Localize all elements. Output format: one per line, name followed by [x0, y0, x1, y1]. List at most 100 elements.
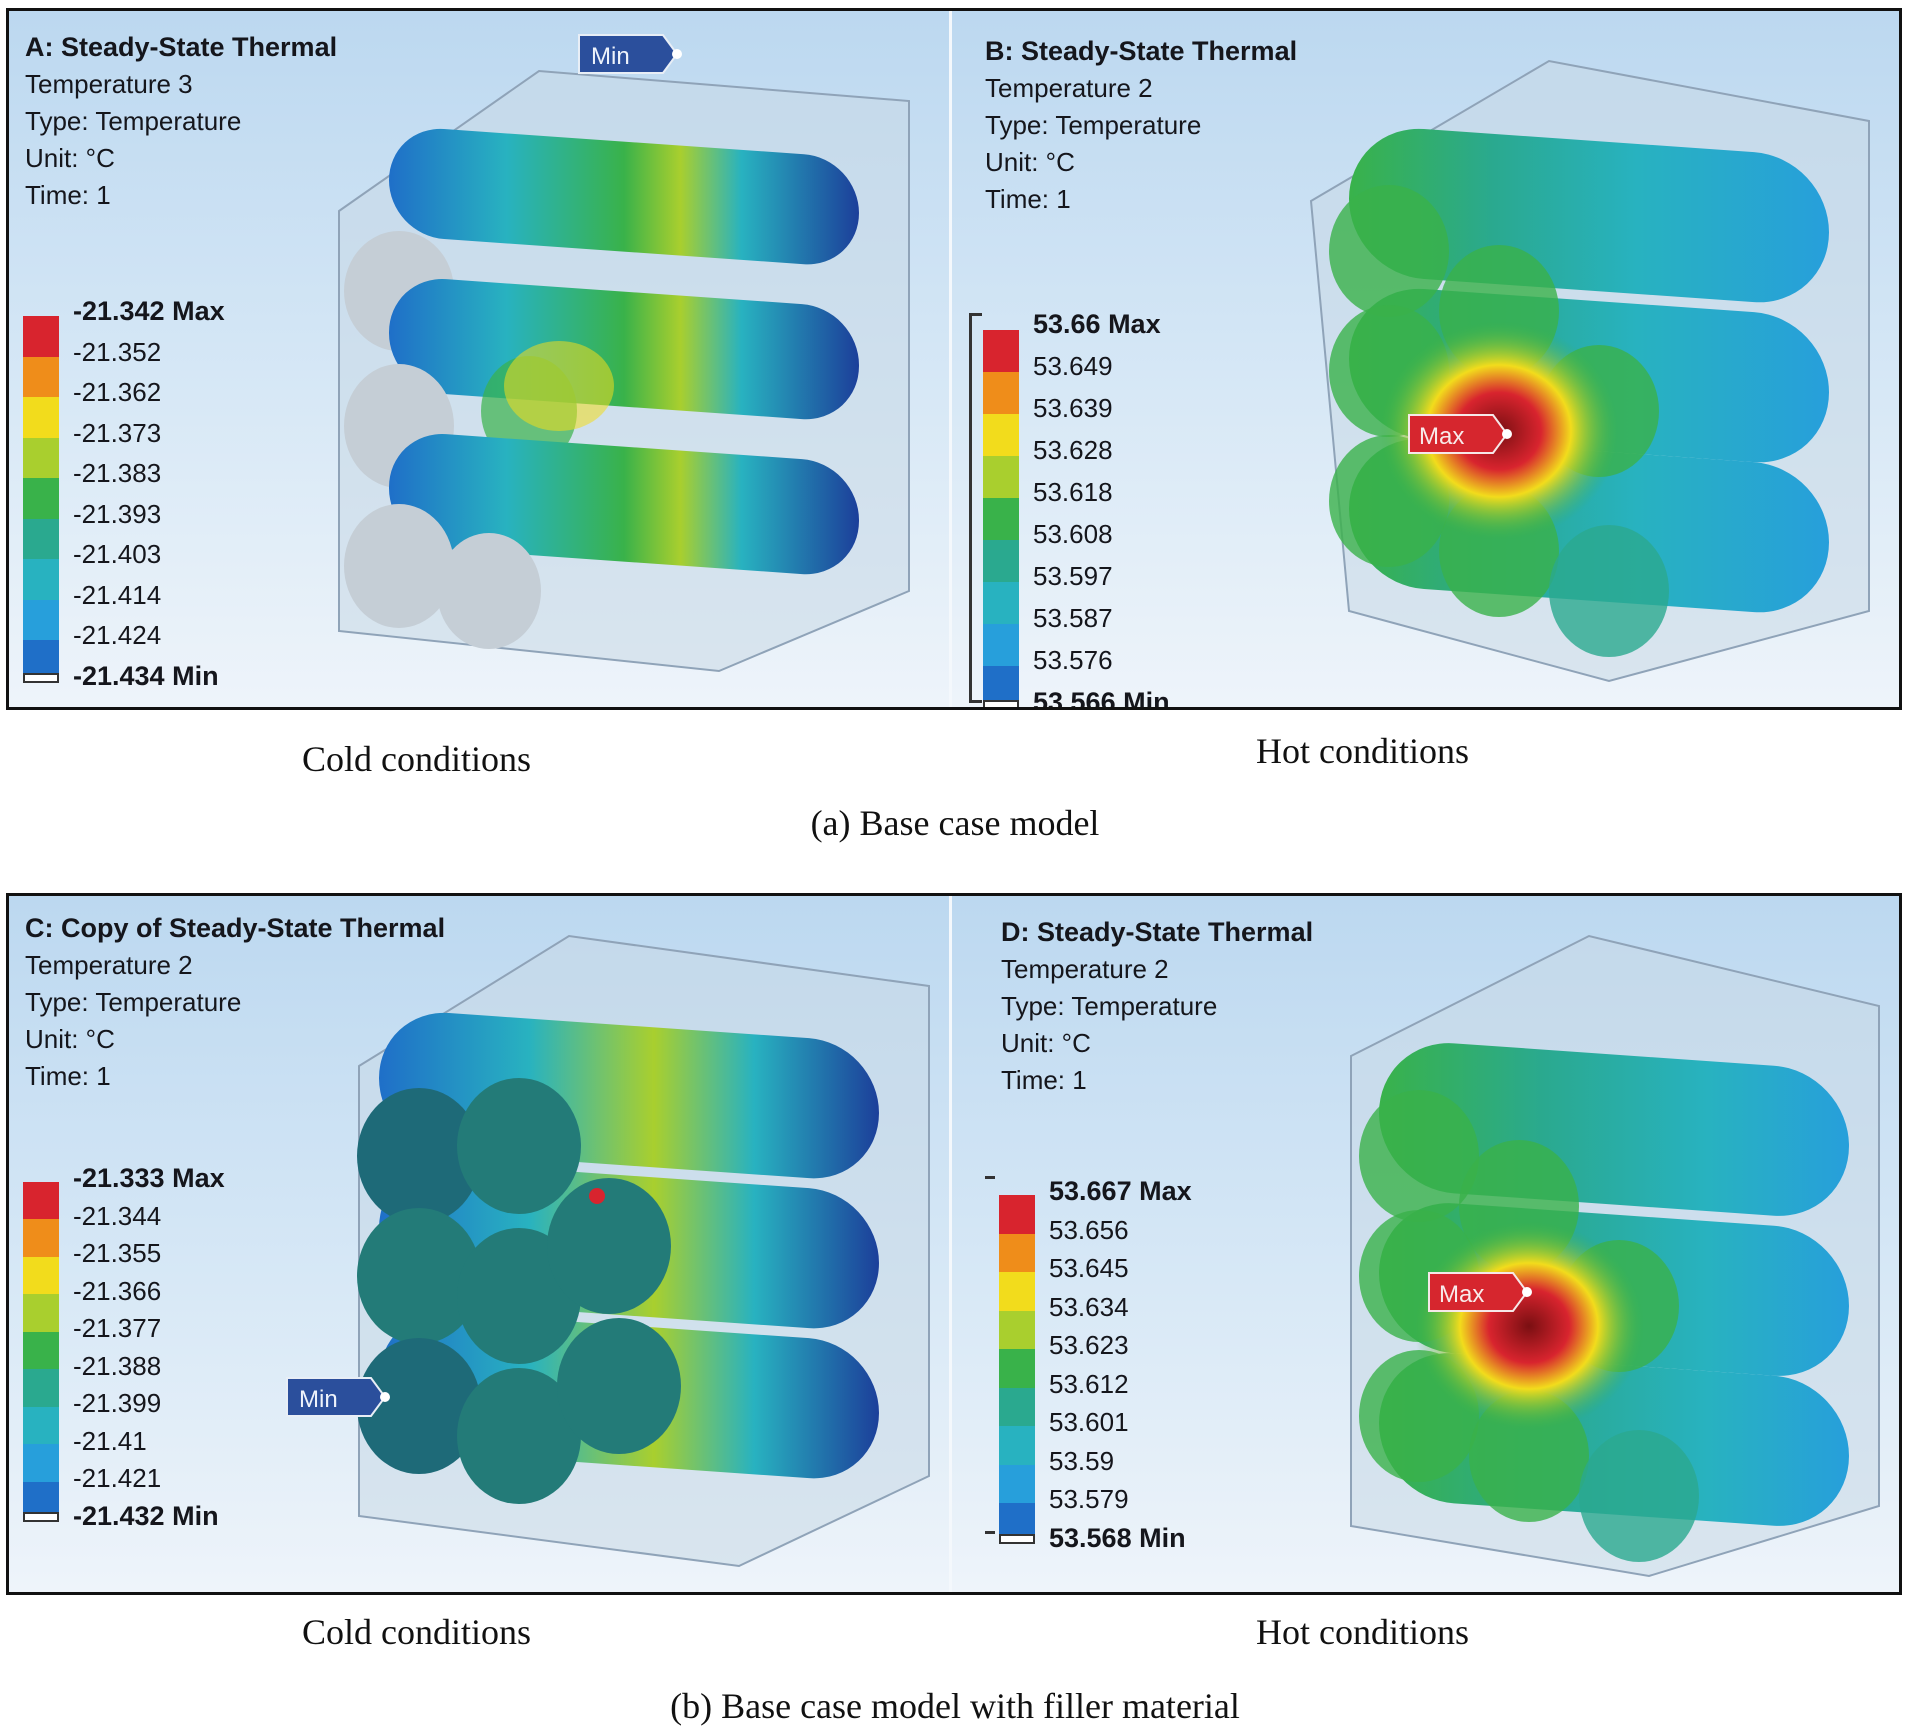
legend-swatch: [983, 414, 1019, 456]
legend-label: 53.608: [1033, 519, 1113, 549]
legend-swatch: [23, 1294, 59, 1332]
min-probe-tag-a: Min: [578, 34, 682, 74]
legend-label: 53.59: [1049, 1445, 1115, 1476]
min-probe-tag-c: Min: [286, 1377, 390, 1417]
cylinder-row-bottom: [344, 434, 859, 649]
legend-tick: [985, 1176, 995, 1179]
legend-swatch: [983, 699, 1019, 707]
legend-swatch: [23, 672, 59, 683]
result-info-c: C: Copy of Steady-State Thermal Temperat…: [25, 910, 445, 1095]
legend-label: -21.393: [73, 498, 162, 529]
max-point-marker: [589, 1188, 605, 1204]
analysis-title: C: Copy of Steady-State Thermal: [25, 913, 446, 943]
legend-label: -21.388: [73, 1350, 162, 1381]
figure-caption-a: (a) Base case model: [810, 803, 1100, 843]
result-name: Temperature 2: [1001, 954, 1169, 984]
legend-tick: [985, 1530, 995, 1534]
condition-label-a-hot: Hot conditions: [1256, 731, 1469, 771]
legend-swatch: [23, 437, 59, 479]
legend-label: -21.373: [73, 417, 162, 448]
legend-swatch: [23, 518, 59, 560]
legend-label: -21.366: [73, 1275, 162, 1306]
analysis-title: D: Steady-State Thermal: [1001, 917, 1314, 947]
result-time: Time: 1: [25, 1061, 111, 1091]
legend-swatch: [23, 1369, 59, 1407]
legend-label: 53.576: [1033, 645, 1113, 675]
legend-swatch: [23, 1219, 59, 1257]
legend-swatch: [999, 1272, 1035, 1311]
legend-swatch: [999, 1195, 1035, 1234]
legend-swatch: [23, 1331, 59, 1370]
legend-label: 53.579: [1049, 1484, 1129, 1514]
legend-swatch: [999, 1387, 1035, 1427]
legend-swatch: [999, 1310, 1035, 1350]
result-time: Time: 1: [1001, 1065, 1087, 1095]
result-name: Temperature 2: [985, 73, 1153, 103]
legend-label: -21.362: [73, 377, 162, 407]
result-unit: Unit: °C: [25, 143, 115, 173]
legend-label: -21.355: [73, 1238, 162, 1268]
legend-label: 53.649: [1033, 351, 1113, 381]
legend-swatch: [23, 316, 59, 357]
cell-ends: [357, 1078, 681, 1504]
result-time: Time: 1: [25, 180, 111, 210]
legend-label: 53.612: [1049, 1368, 1129, 1399]
legend-swatch: [999, 1534, 1035, 1545]
svg-text:Min: Min: [591, 43, 630, 70]
legend-label: -21.377: [73, 1313, 162, 1343]
thermal-model-d-hot: [1350, 934, 1880, 1578]
legend-label: -21.403: [73, 539, 162, 569]
svg-text:Max: Max: [1439, 1281, 1484, 1308]
legend-swatch: [23, 1256, 59, 1295]
panel-a-base-case: A: Steady-State Thermal Temperature 3 Ty…: [6, 8, 1902, 710]
legend-label: 53.566 Min: [1033, 687, 1170, 710]
figure-caption-b: (b) Base case model with filler material: [670, 1686, 1240, 1726]
result-type: Type: Temperature: [1001, 991, 1218, 1021]
result-unit: Unit: °C: [25, 1024, 115, 1054]
legend-label: 53.618: [1033, 477, 1113, 507]
legend-swatch: [23, 356, 59, 398]
svg-text:Min: Min: [299, 1386, 338, 1413]
legend-label: -21.333 Max: [73, 1163, 225, 1193]
legend-label: -21.434 Min: [73, 660, 219, 691]
result-name: Temperature 3: [25, 69, 193, 99]
legend-label: -21.383: [73, 458, 162, 488]
legend-swatch: [983, 582, 1019, 624]
warm-region: [504, 341, 614, 431]
legend-swatch: [983, 456, 1019, 498]
legend-label: 53.601: [1049, 1407, 1129, 1437]
legend-swatch: [999, 1426, 1035, 1465]
result-type: Type: Temperature: [25, 106, 242, 136]
hot-spot-region: [1414, 1221, 1644, 1431]
max-probe-tag-d: Max: [1428, 1272, 1532, 1312]
legend-swatch: [23, 599, 59, 641]
panel-divider: [949, 11, 952, 707]
result-unit: Unit: °C: [985, 147, 1075, 177]
condition-label-b-cold: Cold conditions: [302, 1612, 532, 1652]
legend-swatch: [999, 1349, 1035, 1388]
legend-swatch: [983, 624, 1019, 666]
legend-swatch: [23, 397, 59, 438]
legend-swatch: [23, 1444, 59, 1482]
legend-label: -21.342 Max: [73, 296, 225, 326]
condition-label-b-hot: Hot conditions: [1256, 1612, 1469, 1652]
legend-label: 53.568 Min: [1049, 1522, 1186, 1553]
result-type: Type: Temperature: [25, 987, 242, 1017]
legend-swatch: [23, 1406, 59, 1445]
legend-label: 53.66 Max: [1033, 309, 1161, 339]
legend-label: 53.656: [1049, 1214, 1129, 1245]
result-time: Time: 1: [985, 184, 1071, 214]
legend-swatch: [983, 540, 1019, 582]
legend-label: 53.587: [1033, 603, 1113, 633]
legend-label: 53.667 Max: [1049, 1176, 1192, 1206]
thermal-model-b-hot: [1309, 59, 1870, 683]
legend-label: -21.421: [73, 1463, 162, 1493]
result-info-b: B: Steady-State Thermal Temperature 2 Ty…: [985, 33, 1297, 218]
svg-text:Max: Max: [1419, 423, 1464, 450]
legend-bracket: [969, 313, 982, 703]
legend-label: -21.424: [73, 620, 162, 650]
legend-swatch: [23, 1181, 59, 1220]
analysis-title: A: Steady-State Thermal: [25, 32, 338, 62]
legend-swatch: [983, 372, 1019, 414]
thermal-model-c-cold: [357, 934, 930, 1568]
